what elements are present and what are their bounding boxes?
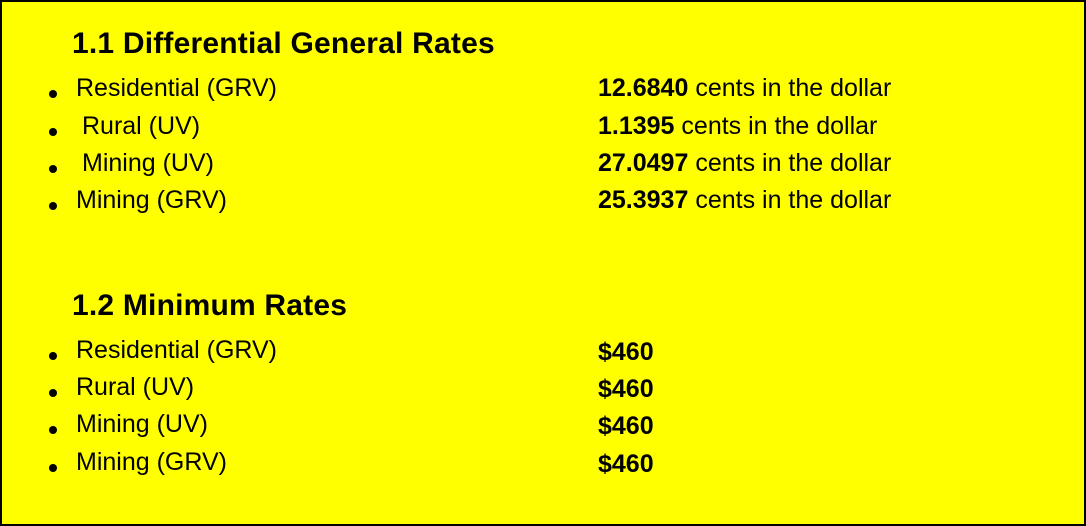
bullet-icon — [49, 426, 57, 434]
minimum-rate-value: $460 — [598, 412, 654, 440]
list-item: Mining (GRV) 25.3937 cents in the dollar — [2, 186, 1084, 223]
rate-unit: cents in the dollar — [695, 186, 892, 214]
bullet-icon — [49, 389, 57, 397]
rate-value: 27.0497 cents in the dollar — [598, 149, 891, 178]
rate-number: 12.6840 — [598, 74, 689, 102]
list-item: Residential (GRV) 12.6840 cents in the d… — [2, 74, 1084, 111]
rate-value: 1.1395 cents in the dollar — [598, 112, 877, 141]
list-item: Rural (UV) $460 — [2, 373, 1084, 410]
rate-category-label: Mining (UV) — [76, 410, 208, 438]
rate-number: 25.3937 — [598, 186, 689, 214]
rate-number: 27.0497 — [598, 149, 689, 177]
rate-category-label: Residential (GRV) — [76, 336, 278, 364]
rate-number: 1.1395 — [598, 112, 675, 140]
bullet-icon — [49, 165, 57, 173]
rate-category-label: Residential (GRV) — [76, 74, 278, 102]
rate-category-label: Rural (UV) — [82, 112, 201, 140]
bullet-icon — [49, 128, 57, 136]
bullet-icon — [49, 202, 57, 210]
rate-category-label: Mining (GRV) — [76, 186, 227, 214]
rate-unit: cents in the dollar — [695, 74, 892, 102]
minimum-rate-value: $460 — [598, 375, 654, 403]
rate-unit: cents in the dollar — [681, 112, 878, 140]
bullet-icon — [49, 90, 57, 98]
rate-category-label: Rural (UV) — [76, 373, 195, 401]
list-item: Mining (GRV) $460 — [2, 448, 1084, 485]
bullet-icon — [49, 352, 57, 360]
list-item: Residential (GRV) $460 — [2, 336, 1084, 373]
rate-category-label: Mining (UV) — [82, 149, 214, 177]
list-item: Mining (UV) 27.0497 cents in the dollar — [2, 149, 1084, 186]
list-item: Mining (UV) $460 — [2, 410, 1084, 447]
list-item: Rural (UV) 1.1395 cents in the dollar — [2, 112, 1084, 149]
rate-unit: cents in the dollar — [695, 149, 892, 177]
minimum-rate-value: $460 — [598, 338, 654, 366]
section-title-minimum-rates: 1.2 Minimum Rates — [72, 289, 348, 322]
rate-value: 12.6840 cents in the dollar — [598, 74, 891, 103]
bullet-icon — [49, 464, 57, 472]
rate-value: 25.3937 cents in the dollar — [598, 186, 891, 215]
section-title-general-rates: 1.1 Differential General Rates — [72, 27, 495, 60]
minimum-rate-value: $460 — [598, 450, 654, 478]
rate-category-label: Mining (GRV) — [76, 448, 227, 476]
